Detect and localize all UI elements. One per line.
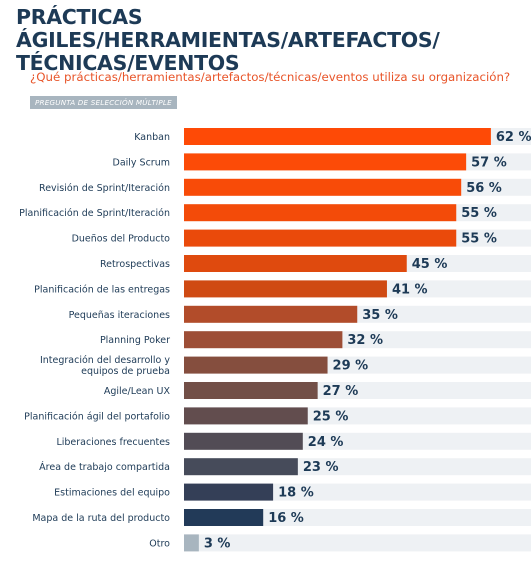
value-label: 16 % <box>268 511 304 526</box>
value-label: 62 % <box>496 130 531 145</box>
bar <box>184 331 343 349</box>
category-label: Agile/Lean UX <box>104 386 171 397</box>
bar <box>184 356 328 374</box>
category-label: Estimaciones del equipo <box>54 488 170 499</box>
category-label: Pequeñas iteraciones <box>69 310 170 321</box>
category-label: Daily Scrum <box>113 157 171 168</box>
value-label: 35 % <box>362 308 398 323</box>
value-label: 57 % <box>471 155 507 170</box>
bar <box>184 229 457 247</box>
bar <box>184 483 274 501</box>
bar <box>184 128 491 145</box>
value-label: 32 % <box>347 333 383 348</box>
survey-question: ¿Qué prácticas/herramientas/artefactos/t… <box>30 70 511 84</box>
bar <box>184 534 199 552</box>
multiple-choice-badge: PREGUNTA DE SELECCIÓN MÚLTIPLE <box>30 96 177 109</box>
value-label: 24 % <box>308 435 344 450</box>
value-label: 23 % <box>303 460 339 475</box>
category-label: Planificación de Sprint/Iteración <box>19 208 170 219</box>
category-label: Mapa de la ruta del producto <box>32 513 170 524</box>
category-label: Otro <box>149 538 170 549</box>
value-label: 41 % <box>392 282 428 297</box>
category-label: Dueños del Producto <box>72 234 171 245</box>
bar <box>184 305 358 323</box>
category-label: Planificación de las entregas <box>34 284 170 295</box>
category-label: Kanban <box>134 132 170 143</box>
title-line-2: TÉCNICAS/EVENTOS <box>16 51 240 75</box>
value-label: 45 % <box>412 257 448 272</box>
bar <box>184 204 457 222</box>
category-label: Revisión de Sprint/Iteración <box>39 183 170 194</box>
value-label: 56 % <box>466 181 502 196</box>
bar-track <box>184 509 531 526</box>
value-label: 29 % <box>333 359 369 374</box>
page-title: PRÁCTICAS ÁGILES/HERRAMIENTAS/ARTEFACTOS… <box>16 6 516 75</box>
category-label: Planning Poker <box>100 335 170 346</box>
bar <box>184 432 303 450</box>
bar <box>184 280 387 298</box>
bar <box>184 382 318 399</box>
bar <box>184 509 264 526</box>
value-label: 55 % <box>461 232 497 247</box>
category-label: Integración del desarrollo y <box>40 355 170 366</box>
bar <box>184 407 308 425</box>
bar <box>184 178 462 196</box>
value-label: 25 % <box>313 409 349 424</box>
bar <box>184 153 467 171</box>
value-label: 27 % <box>323 384 359 399</box>
value-label: 18 % <box>278 486 314 501</box>
bar <box>184 255 407 272</box>
title-line-1: PRÁCTICAS ÁGILES/HERRAMIENTAS/ARTEFACTOS… <box>16 5 440 52</box>
category-label: Área de trabajo compartida <box>39 461 170 473</box>
bar-track <box>184 534 531 552</box>
category-label: Planificación ágil del portafolio <box>24 411 170 422</box>
value-label: 55 % <box>461 206 497 221</box>
value-label: 3 % <box>204 536 231 551</box>
category-label: Liberaciones frecuentes <box>56 437 170 448</box>
category-label: Retrospectivas <box>100 259 170 270</box>
category-label: equipos de prueba <box>81 366 170 377</box>
bar <box>184 458 298 476</box>
